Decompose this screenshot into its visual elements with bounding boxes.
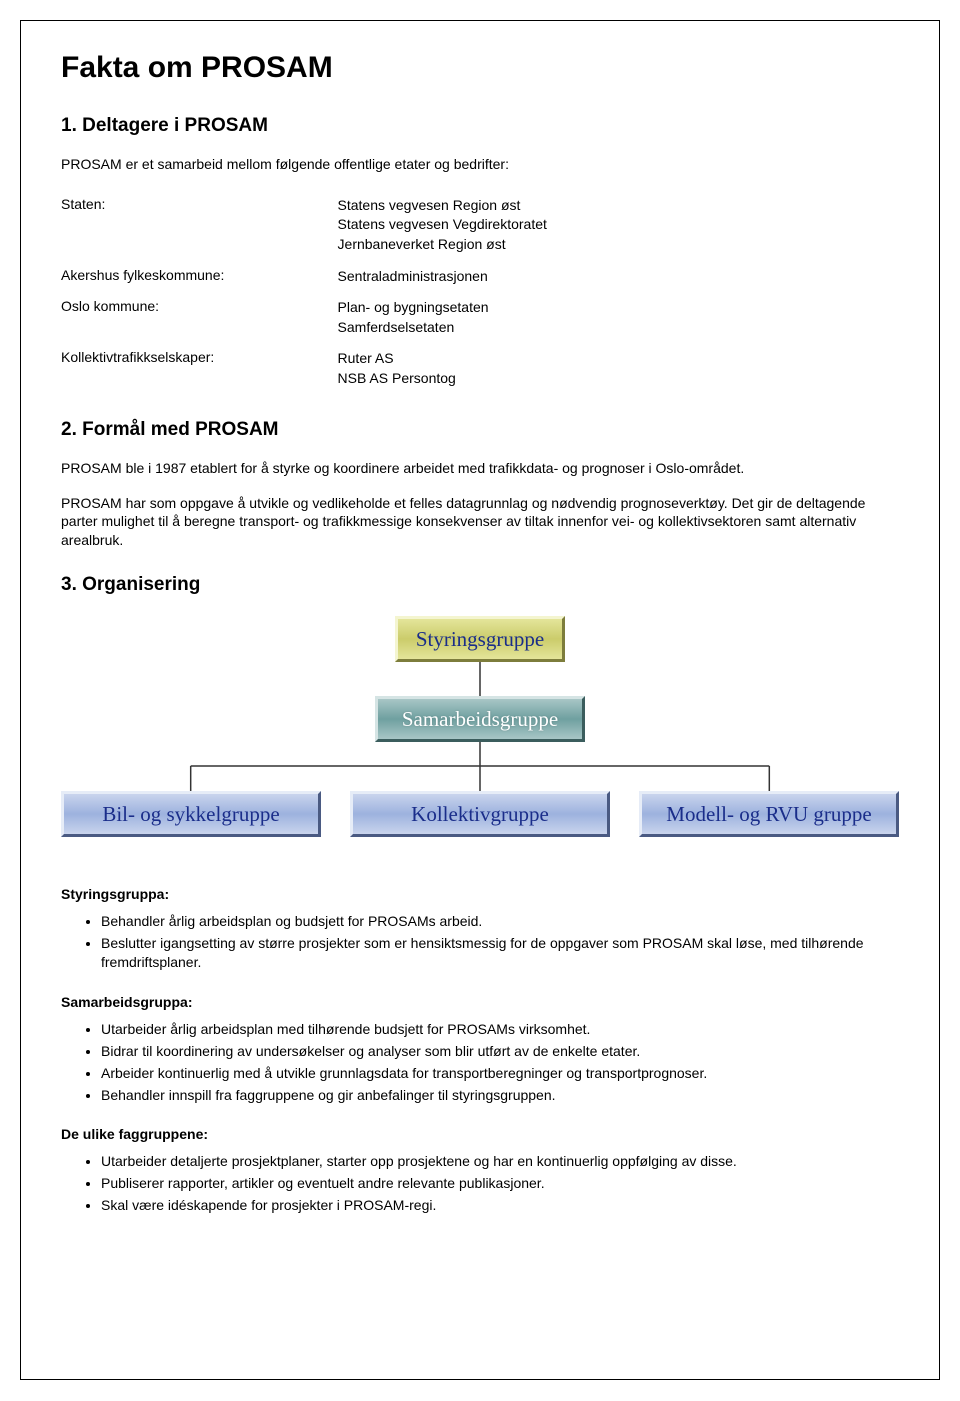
def-row: Oslo kommune: Plan- og bygningsetaten Sa… [61, 292, 899, 343]
list-item: Utarbeider detaljerte prosjektplaner, st… [101, 1152, 899, 1171]
list-item: Utarbeider årlig arbeidsplan med tilhøre… [101, 1020, 899, 1039]
org-box-bottom-2: Kollektivgruppe [350, 791, 610, 837]
group-title: Styringsgruppa: [61, 886, 899, 902]
def-label: Oslo kommune: [61, 292, 338, 343]
def-line: Jernbaneverket Region øst [338, 235, 899, 255]
def-row: Kollektivtrafikkselskaper: Ruter AS NSB … [61, 343, 899, 394]
org-box-bottom-3: Modell- og RVU gruppe [639, 791, 899, 837]
list-item: Behandler årlig arbeidsplan og budsjett … [101, 912, 899, 931]
heading-2: 2. Formål med PROSAM [61, 419, 899, 441]
group-block: De ulike faggruppene: Utarbeider detalje… [61, 1126, 899, 1215]
s1-intro: PROSAM er et samarbeid mellom følgende o… [61, 155, 899, 174]
section-3: 3. Organisering Styringsgruppe Samarbeid… [61, 574, 899, 1215]
def-row: Staten: Statens vegvesen Region øst Stat… [61, 190, 899, 261]
definition-table: Staten: Statens vegvesen Region øst Stat… [61, 190, 899, 395]
page: Fakta om PROSAM 1. Deltagere i PROSAM PR… [20, 20, 940, 1380]
org-box-mid: Samarbeidsgruppe [375, 696, 585, 742]
def-line: Statens vegvesen Region øst [338, 196, 899, 216]
s2-p2: PROSAM har som oppgave å utvikle og vedl… [61, 494, 899, 551]
heading-1: 1. Deltagere i PROSAM [61, 115, 899, 137]
s2-p1: PROSAM ble i 1987 etablert for å styrke … [61, 459, 899, 478]
def-row: Akershus fylkeskommune: Sentraladministr… [61, 261, 899, 293]
def-label: Staten: [61, 190, 338, 261]
def-line: NSB AS Persontog [338, 369, 899, 389]
def-line: Plan- og bygningsetaten [338, 298, 899, 318]
group-list: Behandler årlig arbeidsplan og budsjett … [61, 912, 899, 972]
group-title: Samarbeidsgruppa: [61, 994, 899, 1010]
heading-3: 3. Organisering [61, 574, 899, 596]
org-box-top: Styringsgruppe [395, 616, 565, 662]
group-title: De ulike faggruppene: [61, 1126, 899, 1142]
def-label: Kollektivtrafikkselskaper: [61, 343, 338, 394]
list-item: Publiserer rapporter, artikler og eventu… [101, 1174, 899, 1193]
section-2: 2. Formål med PROSAM PROSAM ble i 1987 e… [61, 419, 899, 551]
list-item: Skal være idéskapende for prosjekter i P… [101, 1196, 899, 1215]
def-line: Sentraladministrasjonen [338, 267, 899, 287]
def-value: Sentraladministrasjonen [338, 261, 899, 293]
org-chart: Styringsgruppe Samarbeidsgruppe Bil- og … [61, 616, 899, 846]
page-title: Fakta om PROSAM [61, 51, 899, 85]
org-box-bottom-1: Bil- og sykkelgruppe [61, 791, 321, 837]
def-value: Plan- og bygningsetaten Samferdselsetate… [338, 292, 899, 343]
list-item: Beslutter igangsetting av større prosjek… [101, 934, 899, 972]
group-list: Utarbeider detaljerte prosjektplaner, st… [61, 1152, 899, 1215]
group-block: Samarbeidsgruppa: Utarbeider årlig arbei… [61, 994, 899, 1105]
list-item: Bidrar til koordinering av undersøkelser… [101, 1042, 899, 1061]
def-line: Samferdselsetaten [338, 318, 899, 338]
def-line: Statens vegvesen Vegdirektoratet [338, 215, 899, 235]
def-value: Ruter AS NSB AS Persontog [338, 343, 899, 394]
def-value: Statens vegvesen Region øst Statens vegv… [338, 190, 899, 261]
group-block: Styringsgruppa: Behandler årlig arbeidsp… [61, 886, 899, 972]
list-item: Arbeider kontinuerlig med å utvikle grun… [101, 1064, 899, 1083]
group-list: Utarbeider årlig arbeidsplan med tilhøre… [61, 1020, 899, 1105]
section-1: 1. Deltagere i PROSAM PROSAM er et samar… [61, 115, 899, 395]
def-line: Ruter AS [338, 349, 899, 369]
list-item: Behandler innspill fra faggruppene og gi… [101, 1086, 899, 1105]
def-label: Akershus fylkeskommune: [61, 261, 338, 293]
